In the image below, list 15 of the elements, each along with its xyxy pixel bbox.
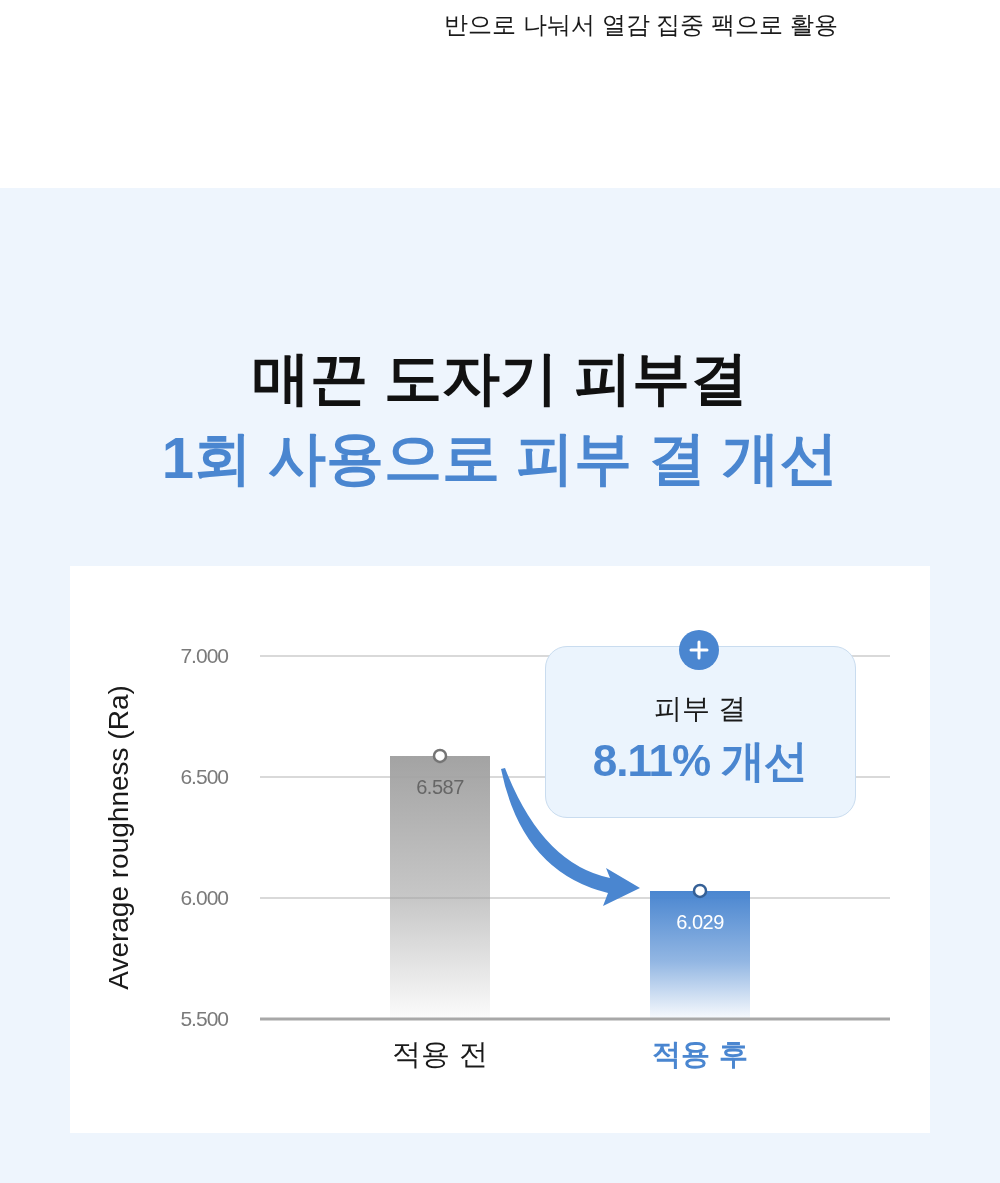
y-tick-label: 5.500 [180,1007,229,1031]
y-tick-label: 6.000 [180,886,229,910]
data-label: 6.029 [676,910,725,933]
chart-title: 매끈 도자기 피부결 [250,344,750,412]
y-axis-title: Average roughness (Ra) [102,685,134,990]
chart-subtitle: 1회 사용으로 피부 결 개선 [160,424,840,492]
text: 반으로 나눠서 열감 집중 팩으로 활용 [443,10,839,40]
x-tick-label: 적용 전 [392,1037,488,1070]
y-tick-label: 7.000 [180,644,229,668]
y-tick-label: 6.500 [180,765,229,789]
annotation: 피부 결 [653,692,747,726]
x-tick-label: 적용 후 [652,1037,748,1070]
data-label: 6.587 [416,775,465,798]
callout-box: 피부 결 8.11% 개선 [545,646,856,818]
annotation: 8.11% 개선 [591,735,809,787]
